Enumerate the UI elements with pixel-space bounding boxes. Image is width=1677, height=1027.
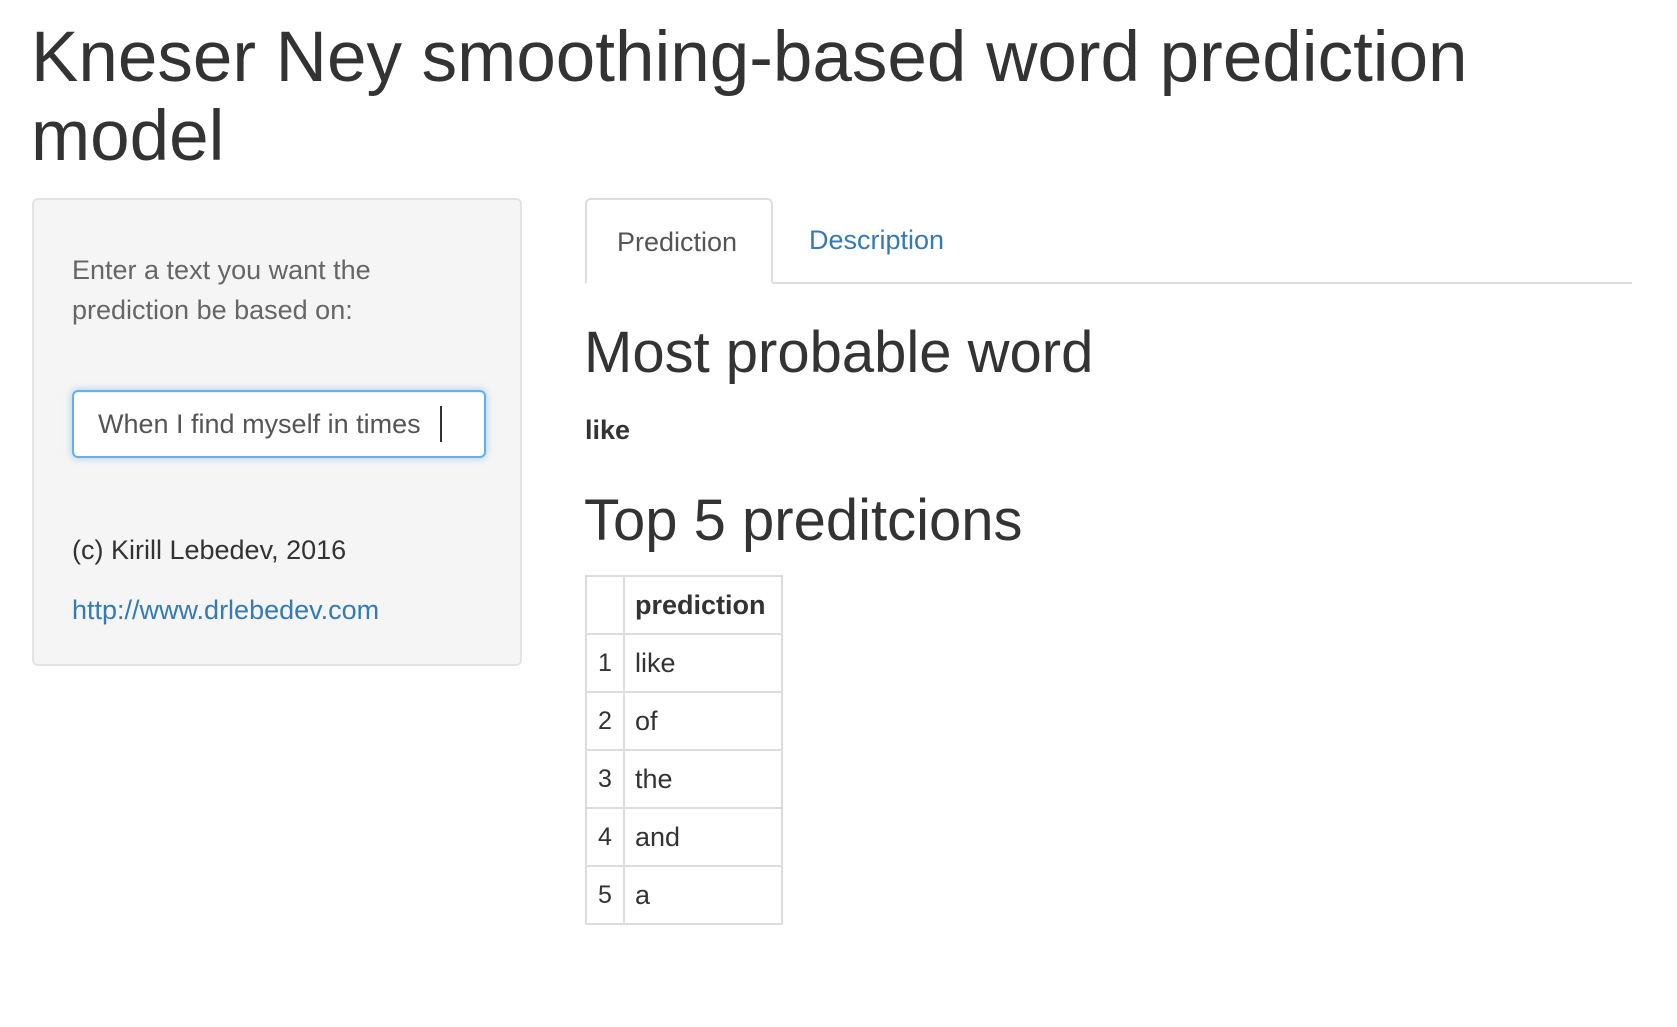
text-input[interactable] — [72, 390, 486, 458]
row-word: a — [623, 865, 783, 925]
row-word: the — [623, 749, 783, 809]
sidebar-panel: Enter a text you want the prediction be … — [32, 198, 522, 666]
most-probable-heading: Most probable word — [584, 320, 1094, 385]
tab-bar: Prediction Description — [585, 198, 1632, 284]
most-probable-word: like — [585, 415, 631, 445]
table-row: 1 like — [585, 633, 783, 693]
row-index: 4 — [585, 807, 625, 867]
tab-description[interactable]: Description — [809, 225, 945, 255]
page-title: Kneser Ney smoothing-based word predicti… — [31, 18, 1468, 176]
prediction-column-header: prediction — [623, 575, 783, 635]
row-index: 3 — [585, 749, 625, 809]
row-index: 5 — [585, 865, 625, 925]
predictions-table: prediction 1 like 2 of 3 the 4 and 5 a — [585, 575, 783, 925]
tab-prediction[interactable]: Prediction — [585, 198, 773, 284]
copyright-text: (c) Kirill Lebedev, 2016 — [72, 535, 347, 565]
row-word: of — [623, 691, 783, 751]
row-index: 1 — [585, 633, 625, 693]
table-row: 3 the — [585, 749, 783, 809]
top5-heading: Top 5 preditcions — [584, 488, 1023, 553]
index-column-header — [585, 575, 625, 635]
row-word: and — [623, 807, 783, 867]
row-word: like — [623, 633, 783, 693]
table-row: 5 a — [585, 865, 783, 925]
row-index: 2 — [585, 691, 625, 751]
author-link[interactable]: http://www.drlebedev.com — [72, 595, 380, 625]
table-row: 4 and — [585, 807, 783, 867]
text-caret — [440, 406, 442, 442]
input-label: Enter a text you want the prediction be … — [72, 255, 371, 325]
table-row: 2 of — [585, 691, 783, 751]
table-header-row: prediction — [585, 575, 783, 635]
